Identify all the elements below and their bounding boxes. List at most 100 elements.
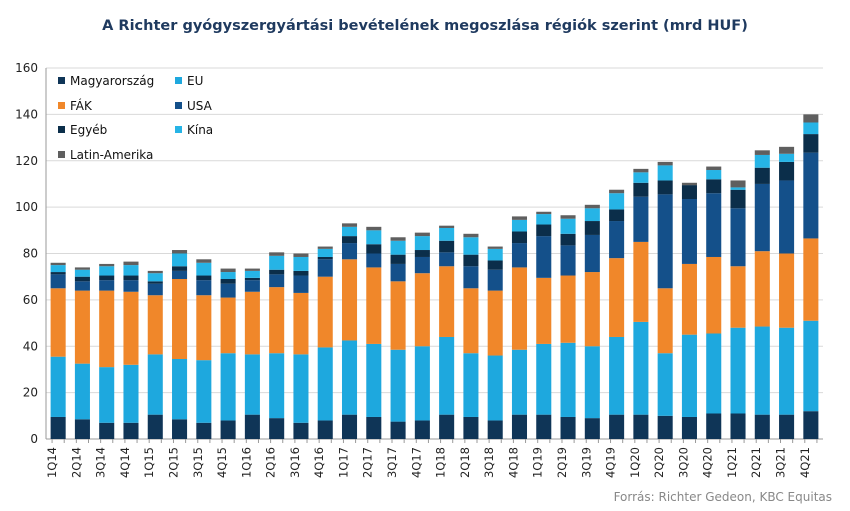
bar-segment (681, 185, 697, 200)
legend-swatch (58, 150, 65, 158)
bar-segment (341, 259, 358, 341)
bar-segment (196, 360, 212, 423)
bar-segment (511, 243, 528, 268)
bar-segment (657, 161, 673, 166)
y-tick-label: 160 (15, 61, 38, 75)
bar-segment (560, 342, 576, 417)
bar-segment (439, 414, 455, 439)
bar-segment (681, 199, 697, 264)
bar-segment (560, 218, 576, 234)
bar-segment (414, 250, 430, 257)
legend-label: FÁK (70, 98, 92, 113)
legend-swatch (175, 126, 182, 133)
bar-segment (123, 422, 139, 439)
y-tick-label: 20 (23, 386, 38, 400)
legend-item: Latin-Amerika (58, 148, 153, 162)
bar-segment (366, 343, 382, 417)
bar-segment (99, 275, 115, 281)
bar-segment (439, 225, 455, 228)
bar-segment (390, 421, 406, 439)
bar-segment (366, 226, 382, 231)
x-tick-label: 3Q17 (385, 447, 399, 478)
bar-segment (293, 275, 309, 293)
bar-segment (269, 418, 285, 439)
bar-segment (609, 221, 625, 259)
bar-segment (341, 243, 358, 260)
bar-segment (244, 270, 260, 278)
bar-segment (147, 283, 163, 296)
legend-swatch (58, 126, 65, 133)
bar-segment (366, 253, 382, 268)
bar-segment (487, 290, 503, 356)
bar-segment (487, 246, 503, 249)
bar-segment (560, 416, 576, 439)
bar-segment (74, 290, 90, 364)
bar-segment (584, 346, 600, 419)
bar-segment (657, 180, 673, 195)
x-tick-label: 2Q19 (555, 447, 569, 478)
bar-segment (463, 416, 479, 439)
x-tick-label: 2Q15 (166, 447, 180, 478)
bar-segment (196, 422, 212, 439)
x-tick-label: 2Q18 (458, 447, 472, 478)
bar-segment (633, 172, 649, 183)
bar-segment (244, 277, 260, 281)
bar-segment (220, 353, 236, 421)
bar-segment (803, 122, 819, 135)
bar-segment (414, 420, 430, 439)
bar-segment (560, 215, 576, 219)
bar-segment (511, 349, 528, 415)
bar-segment (123, 280, 139, 292)
bar-segment (681, 334, 697, 417)
bar-segment (74, 276, 90, 282)
bar-segment (609, 189, 625, 194)
x-tick-label: 2Q20 (652, 447, 666, 478)
bar-segment (754, 326, 770, 415)
bar-segment (172, 419, 188, 439)
bar-segment (706, 256, 722, 334)
bar-segment (536, 343, 552, 415)
bar-segment (633, 414, 649, 439)
bar-segment (754, 183, 770, 252)
x-tick-label: 4Q14 (118, 447, 132, 478)
bar-segment (439, 252, 455, 267)
bar-segment (123, 265, 139, 276)
bar-segment (293, 253, 309, 257)
bar-segment (633, 168, 649, 173)
x-tick-label: 4Q18 (506, 447, 520, 478)
legend-label: Magyarország (70, 74, 155, 88)
legend-item: Kína (175, 123, 213, 137)
legend-swatch (58, 77, 65, 84)
bar-segment (706, 179, 722, 194)
legend-item: EU (175, 74, 203, 88)
x-tick-label: 4Q20 (701, 447, 715, 478)
bar-segment (50, 416, 66, 439)
bar-segment (536, 211, 552, 215)
bar-segment (511, 216, 528, 220)
bar-segment (633, 321, 649, 415)
bar-segment (390, 349, 406, 422)
bar-segment (390, 254, 406, 264)
bar-segment (341, 226, 358, 237)
bar-segment (609, 209, 625, 222)
bar-segment (172, 250, 188, 254)
x-tick-label: 3Q16 (288, 447, 302, 478)
bar-segment (366, 416, 382, 439)
bar-segment (536, 224, 552, 237)
bar-segment (487, 420, 503, 439)
x-tick-label: 4Q15 (215, 447, 229, 478)
legend-label: Kína (187, 123, 214, 137)
bar-segment (317, 248, 333, 257)
x-tick-label: 1Q14 (45, 447, 59, 478)
x-tick-label: 3Q18 (482, 447, 496, 478)
x-tick-label: 3Q21 (774, 447, 788, 478)
bar-segment (511, 219, 528, 232)
bar-segment (147, 414, 163, 439)
bar-segment (803, 114, 819, 123)
bar-segment (706, 413, 722, 439)
bar-segment (317, 420, 333, 439)
bar-segment (657, 415, 673, 439)
x-tick-label: 4Q19 (604, 447, 618, 478)
bar-segment (754, 167, 770, 184)
bar-segment (609, 336, 625, 415)
